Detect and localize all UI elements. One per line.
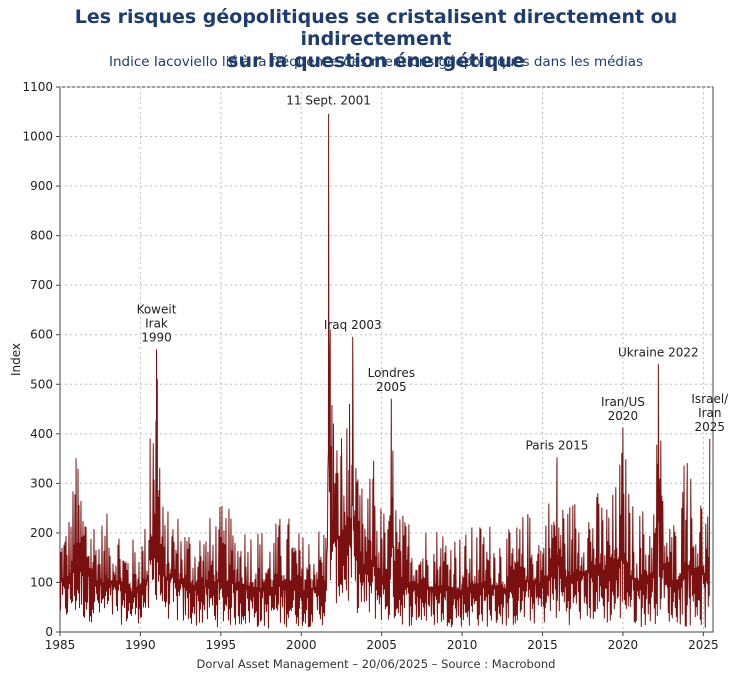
y-tick-label: 0 — [45, 625, 53, 639]
annotation-label: Iraq 2003 — [324, 318, 382, 332]
annotation-label: Iran — [698, 406, 721, 420]
y-tick-label: 700 — [30, 278, 53, 292]
annotation-label: 1990 — [141, 331, 172, 345]
y-tick-label: 1000 — [22, 130, 53, 144]
y-tick-label: 400 — [30, 427, 53, 441]
annotation-label: Londres — [368, 366, 415, 380]
annotation-label: 2005 — [376, 380, 407, 394]
x-tick-label: 2015 — [527, 638, 558, 652]
y-tick-label: 900 — [30, 179, 53, 193]
y-tick-label: 200 — [30, 526, 53, 540]
x-tick-label: 1990 — [125, 638, 156, 652]
annotation-label: 2025 — [695, 420, 726, 434]
annotation-label: 11 Sept. 2001 — [286, 93, 371, 107]
x-tick-label: 2005 — [366, 638, 397, 652]
annotation-label: Iran/US — [601, 395, 645, 409]
x-tick-label: 1985 — [45, 638, 76, 652]
x-tick-label: 2010 — [447, 638, 478, 652]
y-tick-label: 100 — [30, 575, 53, 589]
chart-title: Les risques géopolitiques se cristalisen… — [0, 6, 752, 72]
x-tick-label: 2025 — [688, 638, 719, 652]
annotation-label: 2020 — [608, 409, 639, 423]
annotation-label: Koweit — [137, 303, 177, 317]
annotation-label: Irak — [145, 317, 168, 331]
x-tick-label: 2020 — [608, 638, 639, 652]
series-line-gpr — [59, 113, 711, 629]
annotation-label: Ukraine 2022 — [618, 345, 699, 359]
y-tick-label: 800 — [30, 229, 53, 243]
title-line-1: Les risques géopolitiques se cristalisen… — [74, 6, 678, 50]
y-axis-label: Index — [9, 343, 23, 376]
y-tick-label: 600 — [30, 328, 53, 342]
x-tick-label: 1995 — [206, 638, 237, 652]
y-tick-label: 300 — [30, 476, 53, 490]
y-tick-label: 1100 — [22, 80, 53, 94]
x-tick-label: 2000 — [286, 638, 317, 652]
annotation-label: Israel/ — [691, 392, 729, 406]
y-tick-label: 500 — [30, 377, 53, 391]
title-line-2: sur la question énergétique — [227, 50, 525, 72]
chart-subtitle: Indice Iacoviello lié à la fréquence des… — [108, 54, 644, 70]
annotation-label: Paris 2015 — [526, 439, 589, 453]
source-footer: Dorval Asset Management – 20/06/2025 – S… — [196, 657, 556, 671]
